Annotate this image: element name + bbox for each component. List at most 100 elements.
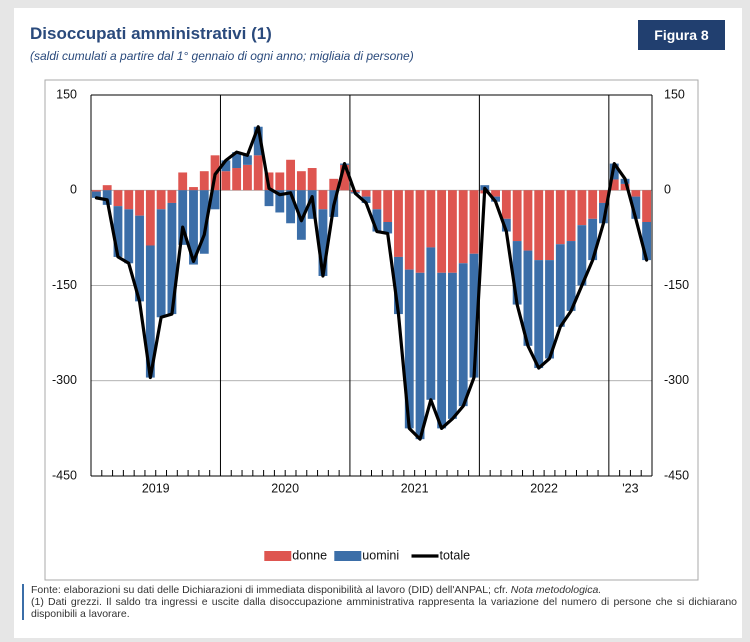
bar <box>642 190 652 222</box>
bar <box>577 225 587 286</box>
bar <box>545 260 554 359</box>
chart-subtitle: (saldi cumulati a partire dal 1° gennaio… <box>30 49 414 63</box>
bar <box>243 164 252 191</box>
y2-tick-label: 0 <box>664 183 671 197</box>
bar <box>512 190 522 242</box>
y2-tick-label: -450 <box>664 468 689 482</box>
bar <box>555 244 565 327</box>
bar <box>102 190 112 205</box>
chart-title: Disoccupati amministrativi (1) <box>30 24 272 43</box>
bar <box>523 250 533 346</box>
x-group-label: '23 <box>622 481 638 495</box>
bar <box>253 126 263 156</box>
bar <box>609 179 619 191</box>
bar <box>383 222 393 234</box>
legend-label: totale <box>440 548 471 562</box>
chart-frame <box>44 79 699 581</box>
bar <box>534 260 544 369</box>
panel <box>14 8 742 638</box>
bar <box>555 190 565 245</box>
bar <box>566 241 576 311</box>
bar <box>145 190 155 246</box>
y2-tick-label: -300 <box>664 373 689 387</box>
bar <box>501 218 511 232</box>
bar <box>232 168 242 191</box>
bar <box>469 253 479 378</box>
bar <box>286 190 296 224</box>
bar <box>469 190 479 254</box>
bar <box>415 190 425 273</box>
bar <box>404 190 414 270</box>
bar <box>124 190 134 210</box>
footnotes: Fonte: elaborazioni su dati delle Dichia… <box>22 584 737 620</box>
bar <box>512 241 522 305</box>
bar <box>286 159 296 191</box>
bar <box>588 218 598 261</box>
bar <box>426 190 436 248</box>
source-ref: Nota metodologica. <box>510 584 602 596</box>
bar <box>275 190 285 213</box>
bar <box>189 190 198 265</box>
bar <box>437 272 447 429</box>
y2-tick-label: 150 <box>664 87 685 101</box>
note: (1) Dati grezzi. Il saldo tra ingressi e… <box>31 596 737 620</box>
bar <box>404 269 414 429</box>
x-group-label: 2021 <box>401 481 429 495</box>
bar <box>124 209 134 264</box>
bar <box>394 190 403 257</box>
bar <box>232 152 242 169</box>
bar <box>296 171 306 191</box>
bar <box>620 183 630 191</box>
y-tick-label: 0 <box>70 183 77 197</box>
bar <box>566 190 576 242</box>
y2-tick-label: -150 <box>664 278 689 292</box>
bar <box>91 190 101 192</box>
bar <box>361 190 371 197</box>
bar <box>491 190 500 197</box>
bar <box>599 190 608 203</box>
y-tick-label: -450 <box>52 468 77 482</box>
bar <box>383 190 393 222</box>
bar <box>458 263 468 407</box>
bar <box>340 164 349 191</box>
bar <box>102 185 112 191</box>
bar <box>135 190 144 216</box>
source-line: Fonte: elaborazioni su dati delle Dichia… <box>31 584 737 596</box>
bar <box>631 196 641 219</box>
bar <box>437 190 447 273</box>
bar <box>253 155 263 191</box>
bar <box>415 272 425 440</box>
bar <box>156 190 166 210</box>
bar <box>156 209 166 318</box>
bar <box>221 160 231 172</box>
bar <box>91 191 101 198</box>
bar <box>642 222 652 261</box>
bar <box>296 190 306 240</box>
x-group-label: 2020 <box>271 481 299 495</box>
bar <box>599 202 608 224</box>
bar <box>394 256 403 315</box>
bar <box>210 190 220 210</box>
bar <box>426 247 436 400</box>
line <box>94 125 649 441</box>
bar <box>501 190 511 219</box>
bar <box>588 190 598 219</box>
legend-label: donne <box>292 548 327 562</box>
bar <box>199 190 209 254</box>
bar <box>221 171 231 191</box>
bar <box>113 206 123 257</box>
bar <box>178 190 188 245</box>
bar <box>372 209 382 232</box>
source: Fonte: elaborazioni su dati delle Dichia… <box>31 584 508 596</box>
bar <box>458 190 468 264</box>
legend-swatch <box>334 551 362 561</box>
figure-label: Figura 8 <box>638 20 725 50</box>
bar <box>361 196 371 203</box>
bar <box>329 178 339 191</box>
legend-label: uomini <box>362 548 399 562</box>
bar <box>145 245 155 378</box>
x-group-label: 2019 <box>142 481 170 495</box>
bar <box>307 168 317 191</box>
bar <box>113 190 123 207</box>
